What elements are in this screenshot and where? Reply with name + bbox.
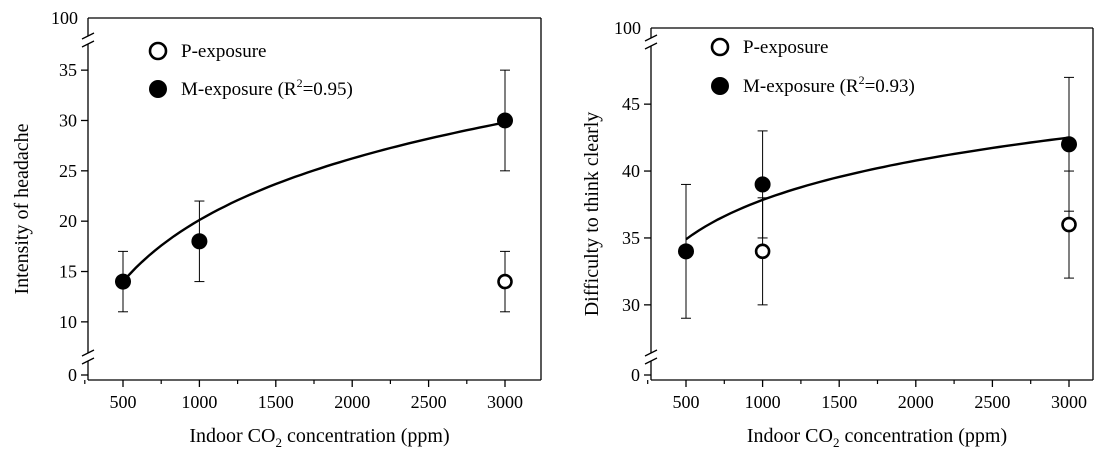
y-tick-label: 45 bbox=[622, 94, 640, 114]
y-tick-label-top: 100 bbox=[614, 18, 641, 38]
x-axis-title: Indoor CO2 concentration (ppm) bbox=[189, 425, 449, 450]
legend-marker-m-exposure bbox=[711, 77, 729, 95]
legend-label-p-exposure: P-exposure bbox=[181, 41, 266, 62]
y-axis-title: Difficulty to think clearly bbox=[581, 112, 603, 317]
y-tick-label-zero: 0 bbox=[631, 365, 640, 385]
chart-panel-1: 10 15 20 25 30 35 0 100 500 1000 1500 2000 2500 3000 I… bbox=[11, 8, 542, 450]
data-point-p-exposure bbox=[1061, 216, 1077, 233]
axis-break-mark bbox=[81, 40, 95, 48]
y-tick-label: 40 bbox=[622, 161, 640, 181]
data-point-m-exposure bbox=[754, 176, 771, 193]
x-tick-label: 3000 bbox=[487, 392, 523, 412]
x-tick-label: 3000 bbox=[1051, 392, 1087, 412]
data-point-m-exposure bbox=[497, 112, 513, 129]
y-tick-label: 15 bbox=[59, 262, 77, 282]
legend-marker-p-exposure bbox=[148, 41, 168, 61]
y-tick-label: 35 bbox=[622, 228, 640, 248]
data-point-m-exposure bbox=[191, 233, 208, 250]
axis-break-mark bbox=[81, 32, 95, 40]
y-tick-label: 30 bbox=[59, 110, 77, 130]
data-point-m-exposure bbox=[1061, 136, 1077, 153]
axis-break-mark bbox=[81, 357, 95, 365]
x-tick-label: 1000 bbox=[745, 392, 781, 412]
x-tick-label: 2000 bbox=[334, 392, 370, 412]
y-tick-label: 30 bbox=[622, 295, 640, 315]
y-axis-title: Intensity of headache bbox=[11, 123, 33, 294]
x-tick-label: 500 bbox=[110, 392, 137, 412]
y-tick-label-top: 100 bbox=[51, 8, 78, 28]
y-tick-label-zero: 0 bbox=[68, 365, 77, 385]
data-point-m-exposure bbox=[115, 273, 131, 290]
legend-label-p-exposure: P-exposure bbox=[743, 37, 828, 58]
x-tick-label: 500 bbox=[673, 392, 700, 412]
x-axis-title: Indoor CO2 concentration (ppm) bbox=[747, 425, 1007, 450]
legend-marker-p-exposure bbox=[710, 37, 730, 57]
x-tick-label: 2500 bbox=[974, 392, 1010, 412]
data-point-p-exposure bbox=[497, 273, 513, 290]
axis-break-mark bbox=[81, 349, 95, 357]
axis-break-mark bbox=[644, 349, 658, 357]
y-tick-label: 25 bbox=[59, 161, 77, 181]
x-tick-label: 2500 bbox=[411, 392, 447, 412]
fit-curve-m-exposure bbox=[685, 136, 1070, 241]
y-tick-label: 20 bbox=[59, 211, 77, 231]
chart-panel-2: 30 35 40 45 0 100 500 1000 1500 2000 2500 3000 Indoo… bbox=[581, 18, 1094, 450]
legend-label-m-exposure: M-exposure (R2=0.95) bbox=[181, 76, 353, 100]
legend-marker-m-exposure bbox=[149, 80, 167, 98]
fit-curve-m-exposure bbox=[122, 121, 506, 283]
axis-break-mark bbox=[644, 42, 658, 50]
axis-break-mark bbox=[644, 34, 658, 42]
data-point-p-exposure bbox=[754, 243, 771, 260]
legend-label-m-exposure: M-exposure (R2=0.93) bbox=[743, 73, 915, 97]
x-tick-label: 1500 bbox=[258, 392, 294, 412]
axis-break-mark bbox=[644, 357, 658, 365]
x-tick-label: 1500 bbox=[821, 392, 857, 412]
x-tick-label: 1000 bbox=[181, 392, 217, 412]
data-point-m-exposure bbox=[678, 243, 694, 260]
y-tick-label: 35 bbox=[59, 60, 77, 80]
x-tick-label: 2000 bbox=[898, 392, 934, 412]
y-tick-label: 10 bbox=[59, 312, 77, 332]
